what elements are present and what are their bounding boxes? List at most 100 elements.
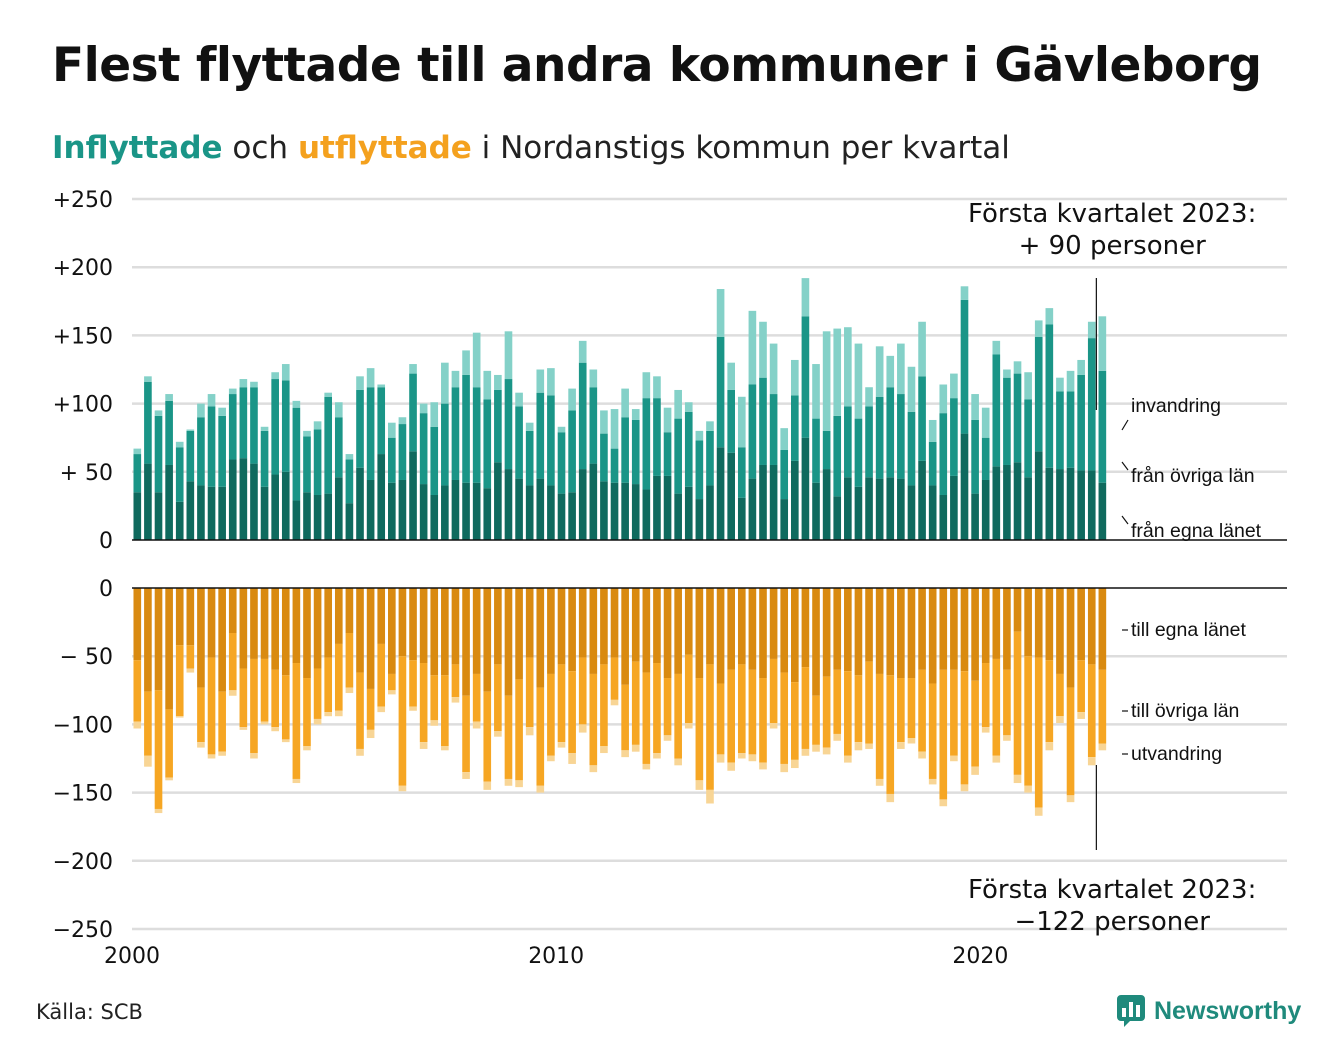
inflow-bar-1 xyxy=(663,432,672,476)
outflow-bar-2 xyxy=(324,712,333,717)
outflow-bar-1 xyxy=(547,673,555,756)
outflow-bar-2 xyxy=(472,721,481,729)
outflow-bar-0 xyxy=(854,588,863,676)
inflow-bar-0 xyxy=(398,479,407,540)
inflow-bar-1 xyxy=(197,417,205,486)
source-note: Källa: SCB xyxy=(36,1000,143,1024)
inflow-bar-0 xyxy=(833,496,842,540)
inflow-bar-1 xyxy=(801,316,810,438)
inflow-bar-0 xyxy=(409,451,417,540)
outflow-bar-2 xyxy=(483,781,492,790)
inflow-bar-0 xyxy=(981,479,990,540)
outflow-bar-0 xyxy=(281,588,290,676)
outflow-bar-0 xyxy=(197,588,205,688)
outflow-bar-2 xyxy=(674,758,682,766)
outflow-bar-1 xyxy=(1098,669,1107,744)
outflow-bar-2 xyxy=(610,699,619,706)
outflow-bar-0 xyxy=(907,588,916,679)
inflow-bar-1 xyxy=(186,430,195,482)
inflow-bar-2 xyxy=(515,392,523,407)
outflow-bar-0 xyxy=(494,588,502,665)
inflow-bar-1 xyxy=(292,407,301,501)
outflow-bar-0 xyxy=(366,588,375,689)
outflow-bar-2 xyxy=(557,742,566,748)
outflow-bar-0 xyxy=(812,588,820,696)
subtitle-inflow-word: Inflyttade xyxy=(52,130,223,166)
inflow-bar-2 xyxy=(706,421,714,431)
inflow-bar-2 xyxy=(653,376,661,399)
outflow-bar-1 xyxy=(865,661,873,744)
outflow-bar-1 xyxy=(175,645,184,717)
inflow-bar-1 xyxy=(207,406,216,487)
outflow-bar-0 xyxy=(154,588,163,691)
outflow-bar-2 xyxy=(706,789,714,804)
outflow-bar-0 xyxy=(271,588,279,670)
inflow-bar-0 xyxy=(483,488,492,540)
inflow-bar-0 xyxy=(801,437,810,540)
inflow-bar-1 xyxy=(716,336,725,448)
outflow-bar-2 xyxy=(737,753,746,759)
inflow-bar-2 xyxy=(186,429,195,431)
outflow-bar-0 xyxy=(504,588,513,696)
inflow-bar-1 xyxy=(727,389,736,453)
inflow-bar-1 xyxy=(1045,324,1054,468)
inflow-bar-0 xyxy=(218,486,226,540)
outflow-bar-0 xyxy=(631,588,640,662)
outflow-bar-0 xyxy=(844,588,852,672)
outflow-bar-0 xyxy=(250,588,258,659)
inflow-bar-0 xyxy=(960,433,969,540)
inflow-bar-2 xyxy=(239,379,248,388)
outflow-bar-1 xyxy=(918,669,926,752)
outflow-bar-0 xyxy=(1024,588,1032,657)
inflow-bar-1 xyxy=(175,447,184,502)
outflow-bar-2 xyxy=(281,739,290,743)
inflow-bar-1 xyxy=(462,374,470,483)
inflow-bar-2 xyxy=(716,289,725,337)
inflow-bar-1 xyxy=(377,387,386,455)
outflow-bar-2 xyxy=(345,687,354,694)
inflow-bar-1 xyxy=(674,418,682,494)
outflow-bar-2 xyxy=(536,785,545,793)
inflow-bar-2 xyxy=(748,310,757,385)
outflow-bar-0 xyxy=(769,588,778,659)
outflow-bar-2 xyxy=(388,690,396,695)
inflow-bar-2 xyxy=(589,369,598,388)
inflow-bar-1 xyxy=(621,417,629,483)
outflow-bar-0 xyxy=(462,588,470,696)
inflow-bar-2 xyxy=(992,340,1001,355)
outflow-bar-1 xyxy=(1024,656,1032,786)
outflow-bar-2 xyxy=(1087,757,1096,766)
inflow-bar-2 xyxy=(897,343,905,395)
outflow-bar-1 xyxy=(228,633,237,691)
outflow-bar-1 xyxy=(928,683,937,779)
inflow-bar-1 xyxy=(769,394,778,465)
outflow-bar-2 xyxy=(928,778,937,785)
outflow-bar-1 xyxy=(748,669,757,755)
inflow-bar-2 xyxy=(557,426,566,433)
outflow-bar-1 xyxy=(854,675,863,743)
inflow-bar-0 xyxy=(1098,482,1107,540)
outflow-bar-1 xyxy=(822,676,831,748)
outflow-bar-2 xyxy=(1098,743,1107,751)
inflow-bar-1 xyxy=(928,441,937,486)
outflow-bar-2 xyxy=(950,755,958,762)
outflow-bar-2 xyxy=(865,743,873,749)
inflow-series-label: från övriga län xyxy=(1131,465,1255,487)
inflow-bar-1 xyxy=(303,436,311,493)
inflow-bar-0 xyxy=(769,464,778,540)
outflow-bar-2 xyxy=(907,738,916,744)
outflow-bar-0 xyxy=(334,588,343,644)
inflow-bar-2 xyxy=(865,387,873,407)
outflow-bar-1 xyxy=(398,656,407,786)
inflow-bar-1 xyxy=(345,459,354,504)
inflow-bar-0 xyxy=(812,482,820,540)
top-annotation: Första kvartalet 2023: + 90 personer xyxy=(968,198,1256,262)
inflow-bar-0 xyxy=(419,484,428,540)
outflow-bar-0 xyxy=(1013,588,1022,632)
inflow-bar-2 xyxy=(1056,377,1064,392)
outflow-bar-2 xyxy=(631,744,640,752)
inflow-series-label: från egna länet xyxy=(1131,520,1262,542)
outflow-bar-0 xyxy=(642,588,651,673)
inflow-bar-0 xyxy=(875,478,884,540)
inflow-bar-2 xyxy=(833,328,842,416)
